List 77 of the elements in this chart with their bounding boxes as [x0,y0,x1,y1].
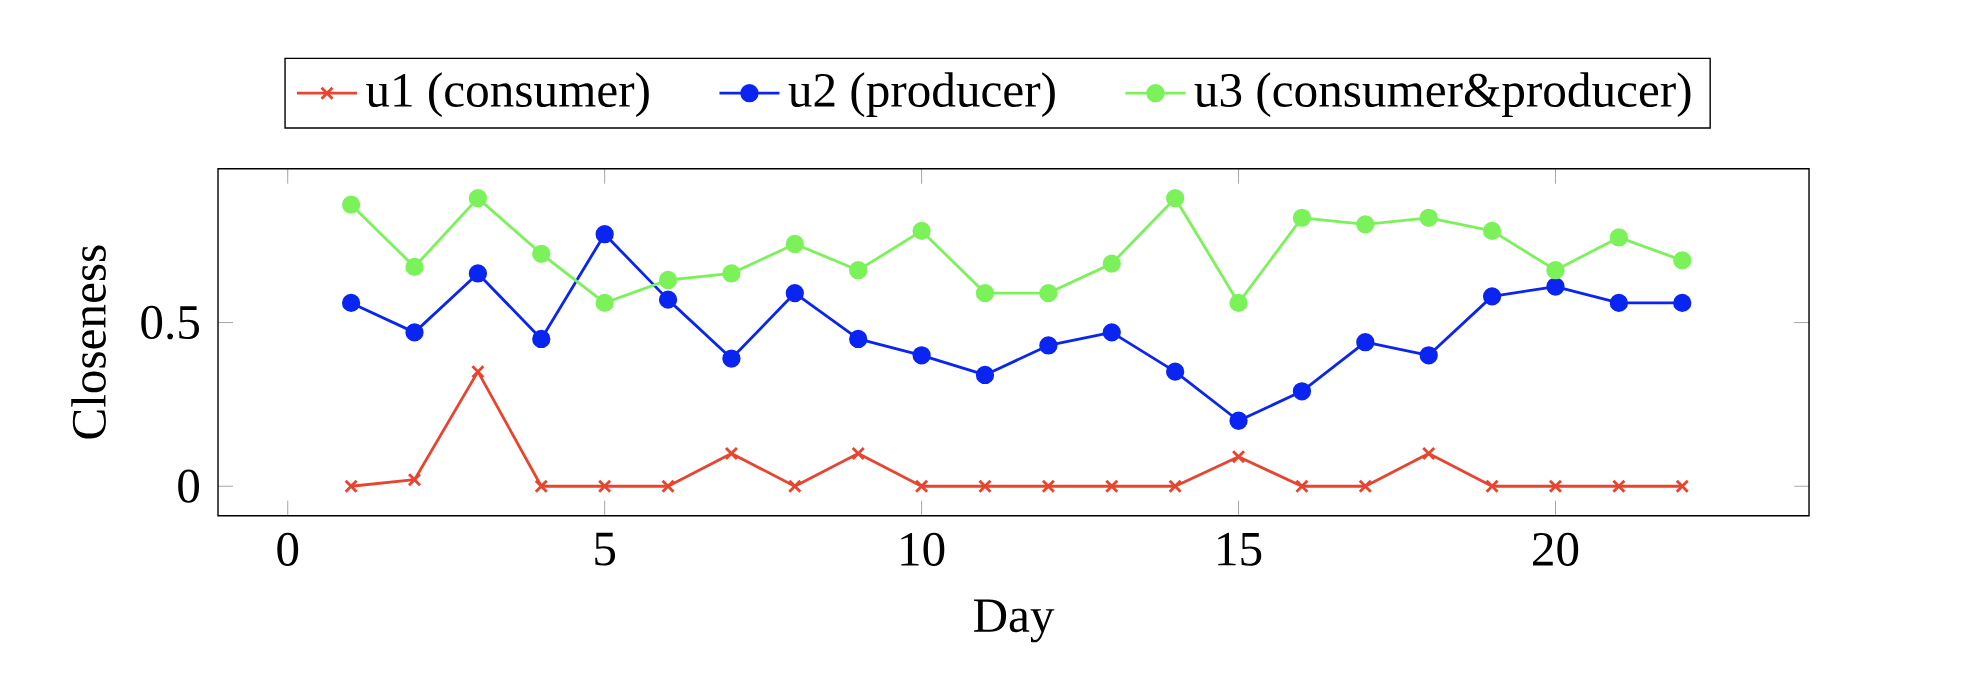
point [1166,362,1185,381]
legend-label: u2 (producer) [788,72,1055,118]
point [912,346,931,365]
point [468,264,488,283]
point [1482,287,1502,306]
point [344,479,358,494]
point [1168,479,1183,494]
point [658,270,678,290]
point [1482,221,1502,241]
point [785,283,804,303]
point [1548,479,1563,494]
point [1609,293,1629,313]
y-axis-title: Closeness [71,245,106,439]
point [468,189,488,208]
point [1673,293,1692,313]
point [787,479,802,494]
point [914,479,929,494]
point [724,446,739,461]
point [851,446,866,461]
point [1611,479,1626,494]
point [532,329,551,349]
point [1166,189,1185,208]
point [978,479,992,494]
point [1295,479,1309,494]
point [407,472,422,487]
point [1546,277,1565,296]
point [1041,479,1056,494]
point [1229,293,1248,313]
x-axis-title: Day [973,599,1055,643]
point [1421,446,1436,461]
point [595,293,614,313]
point [1546,261,1565,280]
point [341,293,361,313]
point [722,264,741,283]
point [1231,449,1246,464]
point [532,244,551,263]
point [471,364,485,379]
point [534,479,549,494]
point [597,479,612,494]
x-tick-label: 0 [277,532,299,567]
point [661,479,675,494]
point [1292,382,1312,401]
point [975,365,995,385]
point [975,283,995,303]
point [341,195,361,214]
point [1675,479,1690,494]
point [1102,254,1121,273]
point [1104,479,1119,494]
point [1609,228,1629,247]
point [1356,215,1375,234]
x-tick-label: 15 [1218,532,1262,566]
legend-label: u1 (consumer) [366,72,649,118]
point [1039,336,1058,355]
legend-label: u3 (consumer&producer) [1194,72,1691,118]
point [405,323,424,342]
point [1673,251,1692,270]
point [849,261,868,280]
x-tick-label: 20 [1533,532,1579,567]
x-tick-label: 10 [901,532,945,567]
y-tick-label: 0.5 [141,305,199,340]
point [1356,333,1375,352]
point [1292,208,1312,227]
point [1039,283,1058,303]
point [1102,323,1121,342]
point [595,225,614,244]
point [1419,208,1438,227]
point [658,290,678,309]
point [912,221,931,241]
point [1358,479,1373,494]
point [1419,346,1438,365]
point [785,234,804,254]
point [849,329,868,349]
point [1485,479,1499,494]
point [722,349,741,368]
x-tick-label: 5 [595,532,616,566]
point [1229,411,1248,430]
point [405,257,424,277]
